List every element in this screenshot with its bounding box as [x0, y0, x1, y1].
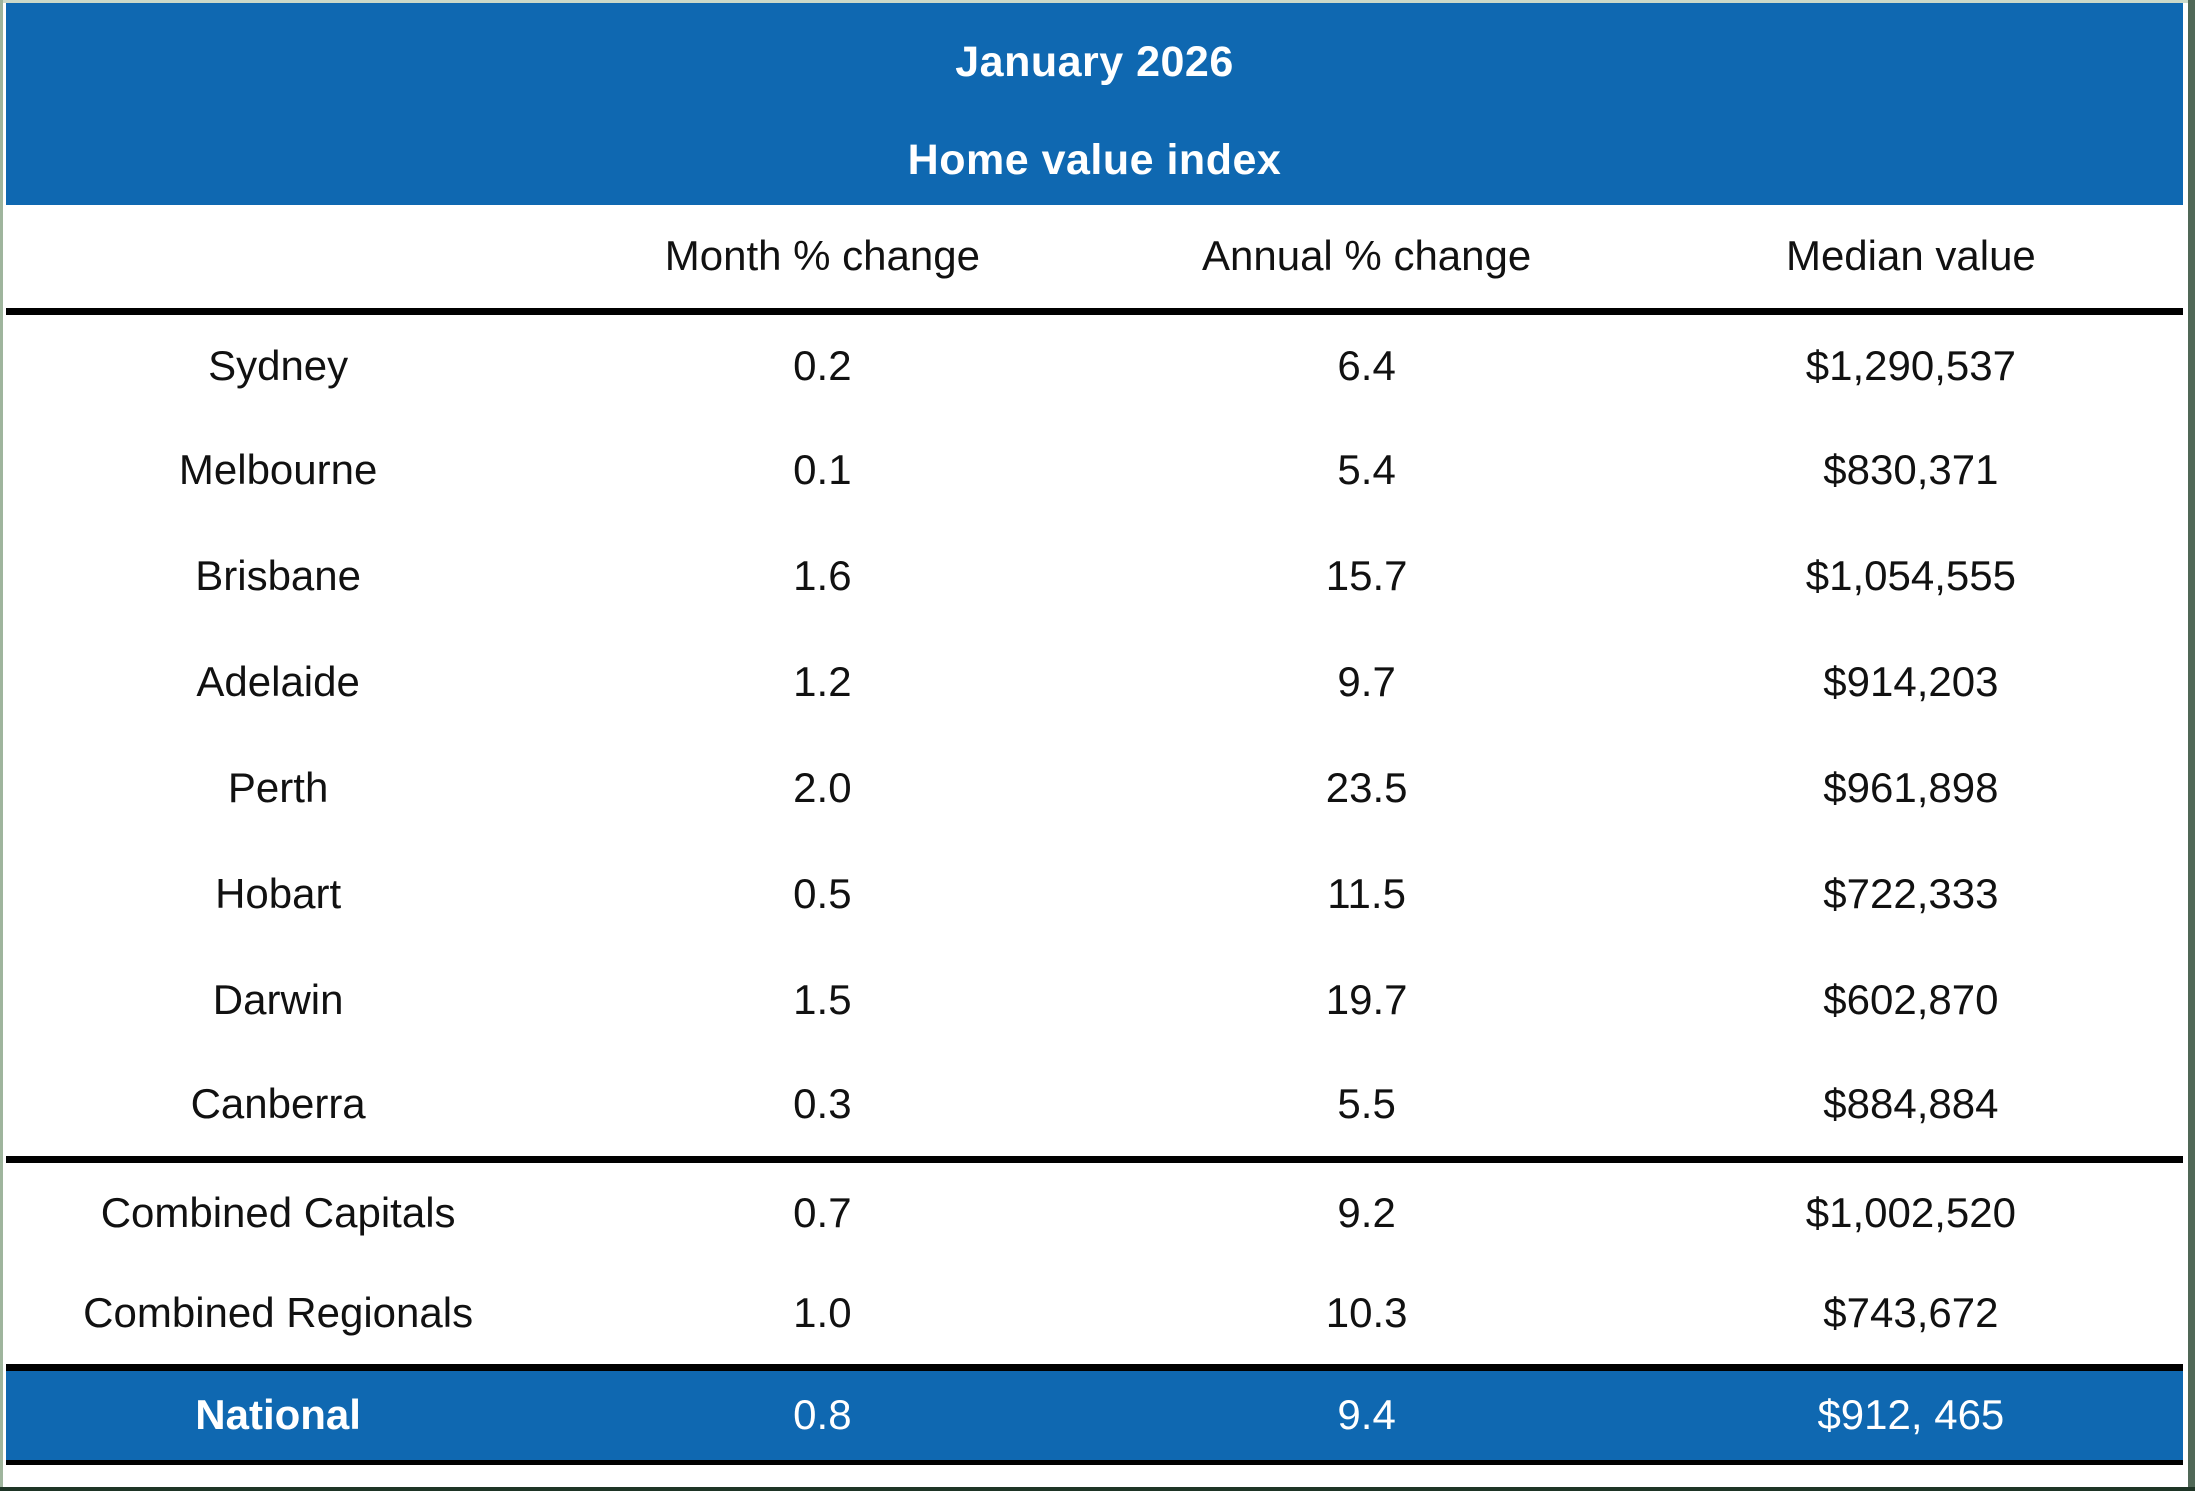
month-pct-cell: 1.5 — [793, 976, 852, 1023]
month-pct-cell: 1.2 — [793, 658, 852, 705]
region-cell: Adelaide — [196, 658, 360, 705]
annual-pct-cell: 5.5 — [1337, 1080, 1396, 1128]
month-pct-cell: 0.8 — [793, 1391, 852, 1438]
median-value-cell: $722,333 — [1823, 870, 1999, 917]
table-row-perth: Perth 2.0 23.5 $961,898 — [6, 735, 2183, 841]
month-pct-cell: 0.1 — [793, 446, 852, 493]
month-pct-cell: 0.2 — [793, 341, 852, 389]
table-row-combined-capitals: Combined Capitals 0.7 9.2 $1,002,520 — [6, 1159, 2183, 1263]
annual-change-column-header: Annual % change — [1201, 232, 1532, 280]
month-pct-cell: 1.0 — [793, 1289, 852, 1337]
region-cell: Melbourne — [178, 446, 378, 493]
median-value-cell: $1,002,520 — [1805, 1188, 2016, 1236]
title-banner: January 2026 Home value index — [6, 3, 2183, 205]
annual-pct-cell: 5.4 — [1337, 446, 1396, 493]
table-row-darwin: Darwin 1.5 19.7 $602,870 — [6, 947, 2183, 1053]
region-cell: Perth — [227, 764, 329, 811]
month-pct-cell: 0.5 — [793, 870, 852, 917]
table-row-national: National 0.8 9.4 $912, 465 — [6, 1367, 2183, 1462]
table-row-adelaide: Adelaide 1.2 9.7 $914,203 — [6, 629, 2183, 735]
month-pct-cell: 2.0 — [793, 764, 852, 811]
screenshot-edge-bottom — [0, 1487, 2195, 1491]
screenshot-edge-left — [0, 0, 3, 1491]
screenshot-edge-top — [0, 0, 2195, 3]
annual-pct-cell: 9.7 — [1337, 658, 1396, 705]
month-change-column-header: Month % change — [664, 232, 980, 280]
annual-pct-cell: 19.7 — [1325, 976, 1408, 1023]
region-cell: Hobart — [215, 870, 342, 917]
table-row-melbourne: Melbourne 0.1 5.4 $830,371 — [6, 417, 2183, 523]
median-value-cell: $884,884 — [1823, 1080, 1999, 1128]
annual-pct-cell: 11.5 — [1327, 870, 1406, 917]
region-cell: Canberra — [190, 1080, 366, 1128]
screenshot-edge-right — [2188, 0, 2195, 1491]
median-value-cell: $743,672 — [1823, 1289, 1999, 1337]
table-row-brisbane: Brisbane 1.6 15.7 $1,054,555 — [6, 523, 2183, 629]
table-row-hobart: Hobart 0.5 11.5 $722,333 — [6, 841, 2183, 947]
home-value-table: Month % change Annual % change Median va… — [6, 205, 2183, 1465]
month-pct-cell: 1.6 — [793, 552, 852, 599]
annual-pct-cell: 15.7 — [1325, 552, 1408, 599]
region-column-header — [6, 205, 550, 311]
month-pct-cell: 0.7 — [793, 1188, 852, 1236]
annual-pct-cell: 10.3 — [1325, 1289, 1408, 1337]
median-value-cell: $830,371 — [1823, 446, 1999, 493]
table-row-sydney: Sydney 0.2 6.4 $1,290,537 — [6, 311, 2183, 417]
median-value-cell: $914,203 — [1823, 658, 1999, 705]
table-row-canberra: Canberra 0.3 5.5 $884,884 — [6, 1053, 2183, 1159]
median-value-cell: $1,054,555 — [1805, 552, 2016, 599]
region-cell: National — [195, 1391, 361, 1438]
median-value-cell: $602,870 — [1823, 976, 1999, 1023]
annual-pct-cell: 23.5 — [1325, 764, 1408, 811]
region-cell: Darwin — [212, 976, 344, 1023]
median-value-cell: $1,290,537 — [1805, 341, 2016, 389]
region-cell: Sydney — [208, 341, 349, 389]
column-header-row: Month % change Annual % change Median va… — [6, 205, 2183, 311]
annual-pct-cell: 9.2 — [1337, 1188, 1396, 1236]
region-cell: Brisbane — [195, 552, 361, 599]
median-value-column-header: Median value — [1785, 232, 2036, 280]
region-cell: Combined Regionals — [83, 1289, 474, 1337]
median-value-cell: $961,898 — [1823, 764, 1999, 811]
annual-pct-cell: 6.4 — [1337, 341, 1396, 389]
median-value-cell: $912, 465 — [1817, 1391, 2005, 1438]
month-pct-cell: 0.3 — [793, 1080, 852, 1128]
report-subtitle: Home value index — [907, 136, 1282, 184]
table-row-combined-regionals: Combined Regionals 1.0 10.3 $743,672 — [6, 1263, 2183, 1367]
report-month-title: January 2026 — [955, 38, 1234, 86]
region-cell: Combined Capitals — [100, 1188, 456, 1236]
annual-pct-cell: 9.4 — [1337, 1391, 1396, 1438]
